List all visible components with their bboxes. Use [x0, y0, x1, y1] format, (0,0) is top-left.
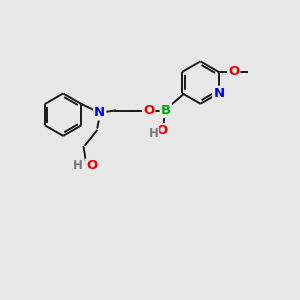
Text: O: O: [157, 124, 168, 137]
Text: O: O: [143, 104, 154, 117]
Text: N: N: [94, 106, 105, 119]
Text: N: N: [213, 87, 224, 100]
Text: B: B: [160, 104, 171, 117]
Text: H: H: [148, 127, 158, 140]
Text: H: H: [73, 159, 83, 172]
Text: O: O: [228, 65, 239, 79]
Text: O: O: [86, 159, 98, 172]
